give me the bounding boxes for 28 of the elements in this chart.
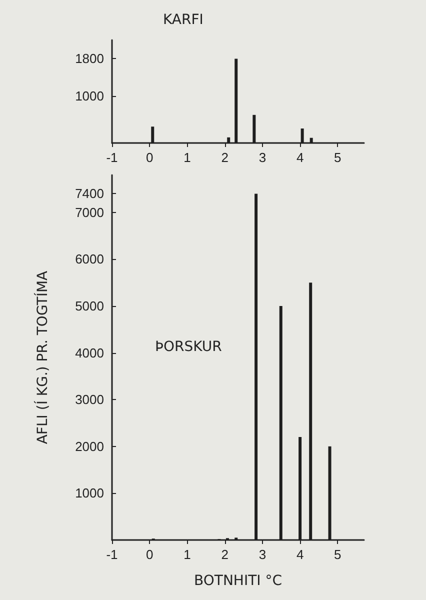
y-tick-label: 7000 — [75, 204, 104, 220]
y-tick-label: 1800 — [75, 51, 104, 66]
x-tick-label: 3 — [258, 547, 266, 562]
y-tick-label: 2000 — [75, 438, 104, 454]
y-tick-label: 6000 — [75, 252, 104, 267]
y-tick-label: 5000 — [75, 298, 104, 314]
y-tick-label: 3000 — [75, 392, 104, 408]
x-axis-title: BOTNHITI °C — [194, 573, 282, 589]
x-tick-label: 5 — [334, 150, 342, 165]
x-tick-label: 0 — [146, 150, 154, 165]
x-tick-label: 2 — [221, 547, 228, 562]
y-axis-title: AFLI (Í KG.) PR. TOGTÍMA — [34, 270, 51, 444]
x-tick-label: 4 — [296, 547, 304, 562]
y-tick-label: 1000 — [75, 486, 104, 501]
x-tick-label: 1 — [184, 547, 191, 562]
x-tick-label: 5 — [334, 547, 342, 562]
y-tick-label: 4000 — [75, 345, 104, 360]
x-tick-label: 2 — [221, 150, 228, 165]
x-tick-label: -1 — [106, 547, 118, 562]
y-tick-label: 1000 — [75, 88, 104, 104]
x-tick-label: 4 — [296, 150, 304, 165]
chart-title: KARFI — [163, 12, 204, 28]
text: ÞORSKUR — [155, 339, 222, 355]
x-tick-label: 1 — [184, 150, 191, 165]
y-tick-label: 7400 — [75, 186, 104, 202]
x-tick-label: 3 — [258, 150, 266, 165]
x-tick-label: -1 — [106, 150, 118, 165]
x-tick-label: 0 — [146, 547, 154, 562]
